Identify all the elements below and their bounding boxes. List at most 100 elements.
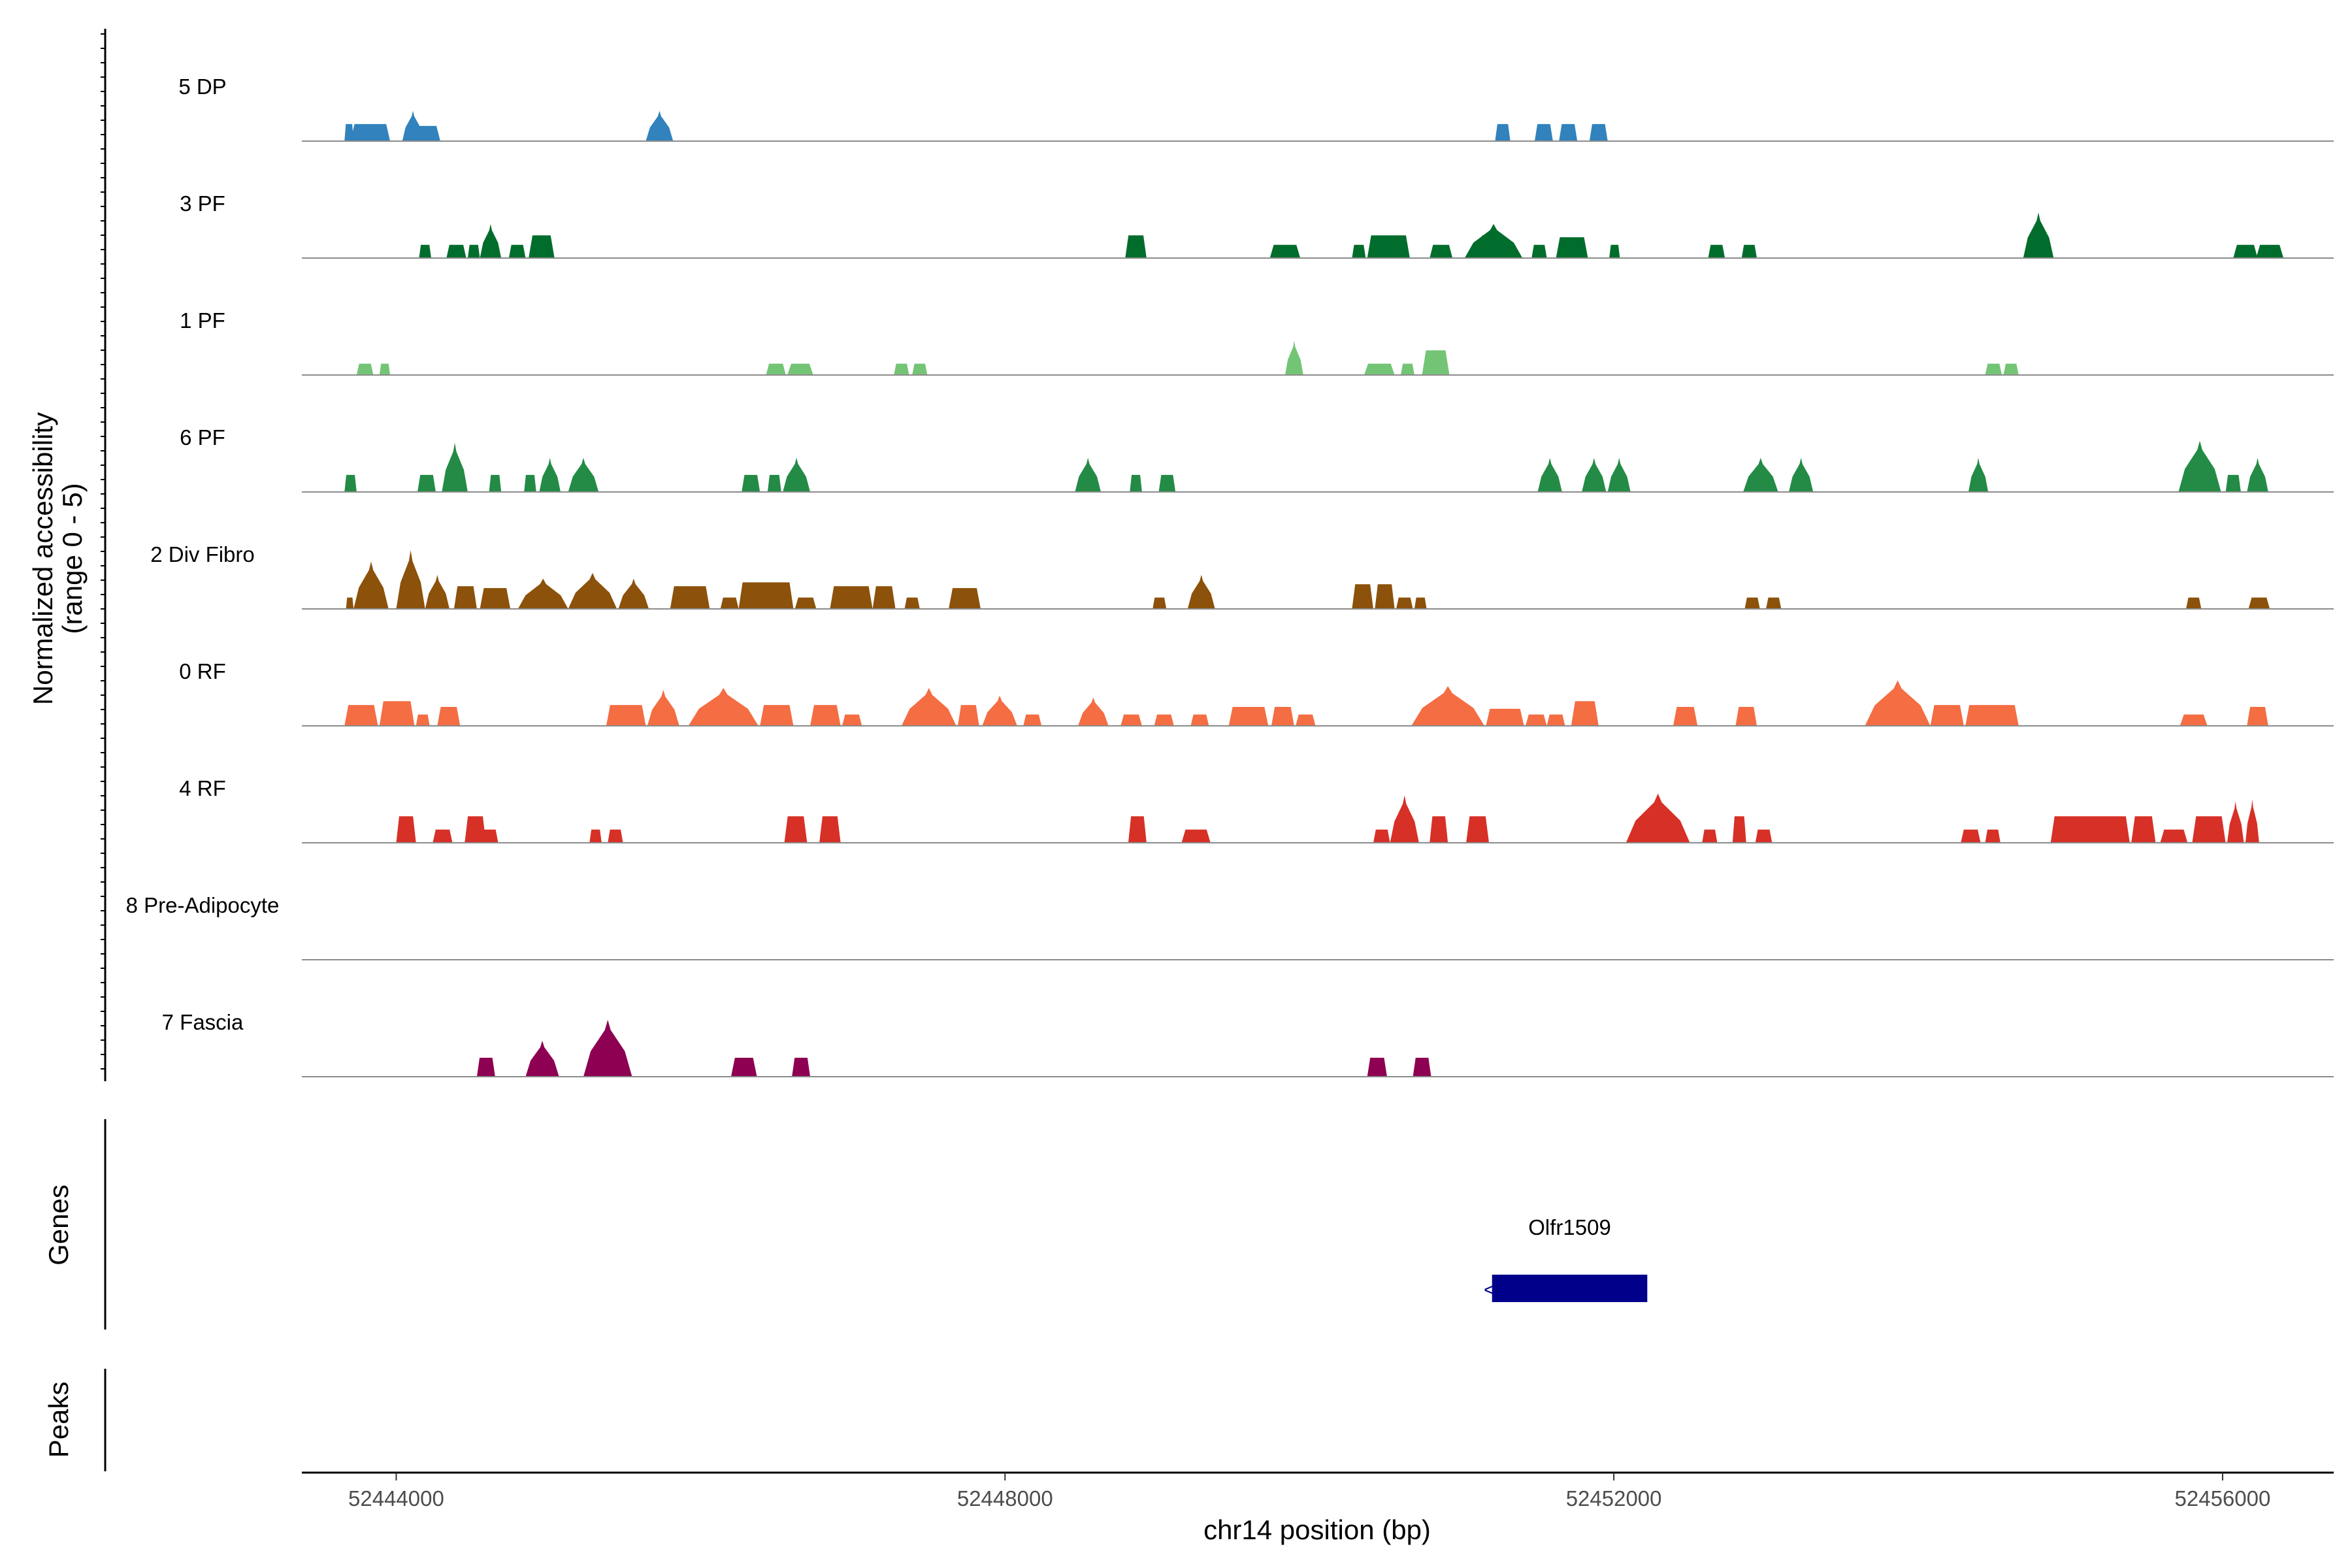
coverage-peak-1-pf: [356, 363, 374, 375]
coverage-peak-0-rf: [2247, 707, 2268, 726]
coverage-peak-4-rf: [2050, 816, 2130, 843]
coverage-peak-2-div-fibro: [720, 597, 739, 609]
coverage-peak-6-pf: [783, 457, 811, 492]
coverage-peak-4-rf: [433, 829, 453, 843]
coverage-peak-6-pf: [1075, 457, 1102, 492]
coverage-peak-3-pf: [467, 244, 480, 258]
coverage-peak-2-div-fibro: [830, 586, 873, 609]
coverage-peak-3-pf: [2023, 212, 2054, 258]
peaks-panel: Peaks: [43, 1369, 106, 1471]
coverage-peak-0-rf: [1965, 705, 2019, 726]
coverage-peak-0-rf: [901, 688, 956, 726]
coverage-peak-6-pf: [344, 474, 357, 492]
gene-exon: [1492, 1275, 1648, 1302]
track-0-rf: 0 RF: [179, 659, 2334, 727]
coverage-peak-2-div-fibro: [738, 582, 794, 609]
track-4-rf: 4 RF: [179, 776, 2334, 843]
y-axis-minor-ticks: [101, 33, 105, 1070]
coverage-peak-6-pf: [2247, 457, 2268, 492]
coverage-peak-0-rf: [1673, 707, 1698, 726]
coverage-peak-4-rf: [1702, 829, 1718, 843]
coverage-peak-6-pf: [1968, 457, 1989, 492]
coverage-peak-2-div-fibro: [396, 550, 425, 609]
coverage-peak-1-pf: [787, 363, 813, 375]
coverage-peak-0-rf: [344, 705, 378, 726]
coverage-peak-0-rf: [1120, 714, 1142, 726]
coverage-peak-6-pf: [1130, 474, 1142, 492]
coverage-peak-0-rf: [606, 705, 646, 726]
coverage-peak-2-div-fibro: [453, 586, 477, 609]
track-label-8-pre-adipocyte: 8 Pre-Adipocyte: [126, 893, 280, 917]
coverage-peak-5-dp: [1534, 123, 1553, 141]
track-label-4-rf: 4 RF: [179, 776, 226, 800]
coverage-peak-0-rf: [1271, 707, 1294, 726]
coverage-peak-4-rf: [2227, 801, 2244, 843]
coverage-peak-3-pf: [1708, 244, 1725, 258]
coverage-peak-4-rf: [396, 816, 416, 843]
y-axis-title-line1: Normalized accessibility: [27, 412, 58, 705]
coverage-peak-2-div-fibro: [670, 586, 710, 609]
coverage-peak-4-rf: [1181, 829, 1211, 843]
coverage-peak-0-rf: [1154, 714, 1174, 726]
coverage-peak-7-fascia: [792, 1058, 811, 1077]
track-7-fascia: 7 Fascia: [162, 1010, 2334, 1077]
coverage-peak-0-rf: [842, 714, 862, 726]
coverage-peak-3-pf: [529, 235, 555, 258]
coverage-peak-6-pf: [1789, 457, 1814, 492]
track-1-pf: 1 PF: [180, 308, 2334, 376]
coverage-peak-0-rf: [379, 701, 415, 726]
coverage-peak-6-pf: [539, 457, 561, 492]
coverage-peak-4-rf: [784, 816, 808, 843]
genes-track-label: Genes: [43, 1184, 74, 1266]
coverage-peak-7-fascia: [583, 1020, 632, 1077]
coverage-peak-3-pf: [419, 244, 432, 258]
coverage-peak-2-div-fibro: [1352, 584, 1374, 609]
coverage-peak-0-rf: [760, 705, 794, 726]
coverage-peak-3-pf: [1609, 244, 1620, 258]
coverage-peak-2-div-fibro: [2248, 597, 2270, 609]
x-tick-label: 52448000: [957, 1486, 1053, 1511]
coverage-peak-3-pf: [2256, 244, 2284, 258]
coverage-peak-3-pf: [508, 244, 526, 258]
coverage-peak-4-rf: [819, 816, 841, 843]
coverage-peak-3-pf: [1352, 244, 1366, 258]
coverage-tracks: 5 DP 3 PF 1 PF 6 PF 2 Div Fibro 0 RF 4 RF 8 Pre…: [126, 74, 2334, 1077]
track-label-7-fascia: 7 Fascia: [162, 1010, 244, 1034]
coverage-peak-5-dp: [406, 125, 440, 141]
coverage-peak-2-div-fibro: [1375, 584, 1395, 609]
track-label-1-pf: 1 PF: [180, 308, 225, 333]
coverage-peak-7-fascia: [525, 1040, 559, 1077]
coverage-peak-0-rf: [647, 689, 679, 726]
coverage-peak-4-rf: [2131, 816, 2156, 843]
coverage-peak-6-pf: [489, 474, 502, 492]
coverage-peak-1-pf: [2003, 363, 2019, 375]
coverage-peak-4-rf: [2245, 799, 2259, 843]
x-tick-label: 52456000: [2175, 1486, 2271, 1511]
coverage-peak-4-rf: [1429, 816, 1448, 843]
peaks-track-label: Peaks: [43, 1382, 74, 1458]
coverage-peak-4-rf: [1373, 829, 1390, 843]
coverage-peak-7-fascia: [730, 1058, 757, 1077]
genes-panel: Genes Olfr1509 <: [43, 1119, 1648, 1330]
track-label-5-dp: 5 DP: [178, 74, 226, 99]
coverage-peak-2-div-fibro: [872, 586, 896, 609]
coverage-peak-0-rf: [1486, 708, 1524, 726]
coverage-peak-7-fascia: [1367, 1058, 1387, 1077]
coverage-peak-2-div-fibro: [353, 561, 389, 609]
coverage-peak-2-div-fibro: [346, 597, 354, 609]
coverage-peak-1-pf: [1364, 363, 1395, 375]
coverage-peak-3-pf: [2233, 244, 2258, 258]
coverage-peak-4-rf: [481, 829, 498, 843]
coverage-peak-2-div-fibro: [1152, 597, 1167, 609]
coverage-peak-5-dp: [1495, 123, 1511, 141]
coverage-peak-4-rf: [1390, 795, 1419, 843]
coverage-peak-6-pf: [2178, 440, 2221, 492]
track-8-pre-adipocyte: 8 Pre-Adipocyte: [126, 893, 2334, 960]
coverage-peak-0-rf: [1190, 714, 1209, 726]
coverage-peak-1-pf: [912, 363, 928, 375]
coverage-peak-7-fascia: [1413, 1058, 1431, 1077]
coverage-peak-1-pf: [1400, 363, 1414, 375]
coverage-peak-4-rf: [1732, 816, 1746, 843]
coverage-peak-5-dp: [1559, 123, 1578, 141]
coverage-peak-6-pf: [568, 457, 599, 492]
